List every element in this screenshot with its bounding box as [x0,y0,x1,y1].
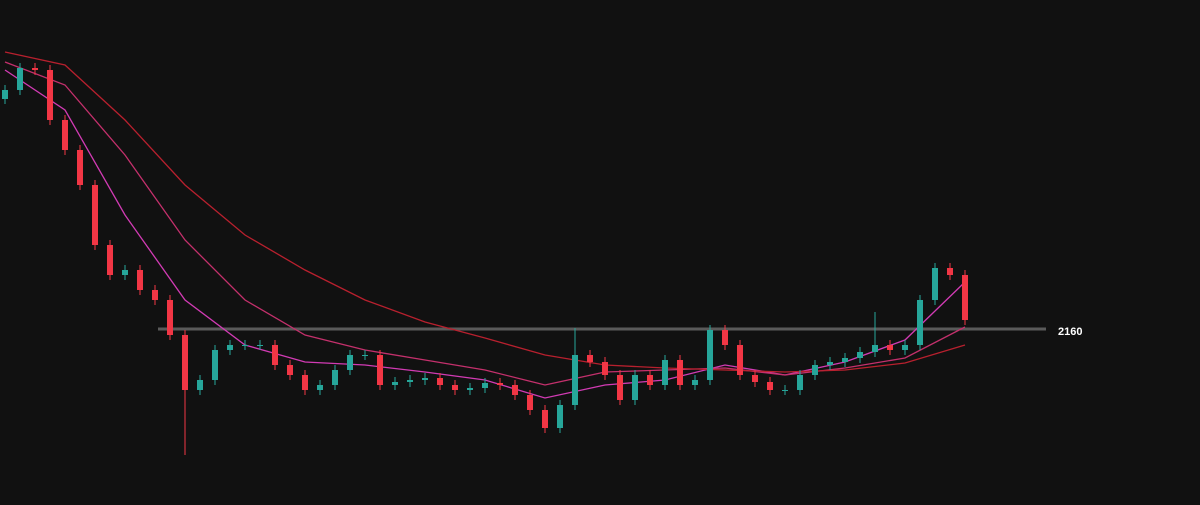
candle-body [92,185,98,245]
candle-body [677,360,683,385]
candle-body [707,330,713,380]
candle-body [737,345,743,375]
candle-body [527,395,533,410]
candle-body [887,345,893,350]
candle-body [317,385,323,390]
candle-body [812,365,818,375]
candle-body [137,270,143,290]
candle-body [167,300,173,335]
candle-body [587,355,593,362]
candle-body [242,345,248,346]
candle-body [482,383,488,388]
candle-body [212,350,218,380]
candle-body [467,388,473,390]
candle-body [647,375,653,385]
candle-body [2,90,8,99]
candle-body [77,150,83,185]
candle-body [602,362,608,375]
moving-average-line [4,61,966,386]
candle-body [767,382,773,390]
candle-body [437,378,443,385]
candle-body [632,375,638,400]
candle-body [542,410,548,428]
candle-body [872,345,878,352]
level-label: 2160 [1058,326,1082,338]
candle-body [962,275,968,320]
moving-average-line [4,69,966,399]
candle-body [662,360,668,385]
candle-body [497,383,503,385]
candle-body [227,345,233,350]
candle-body [152,290,158,300]
candle-body [332,370,338,385]
candle-body [107,245,113,275]
candle-body [722,330,728,345]
candle-body [197,380,203,390]
candle-body [17,68,23,90]
candle-body [32,68,38,70]
candle-body [287,365,293,375]
candle-body [947,268,953,275]
candle-body [797,375,803,390]
candle-body [182,335,188,390]
candle-body [47,70,53,120]
candle-body [572,355,578,405]
candle-body [452,385,458,390]
candle-body [902,345,908,350]
candle-body [272,345,278,365]
candle-body [122,270,128,275]
candle-body [857,352,863,358]
candle-body [407,380,413,382]
candle-body [617,375,623,400]
candle-body [557,405,563,428]
moving-average-line [4,51,966,373]
candle-body [827,362,833,365]
candle-body [302,375,308,390]
candle-body [917,300,923,345]
candle-body [422,378,428,380]
candle-body [512,385,518,395]
candle-body [392,382,398,385]
candle-body [362,355,368,356]
candle-body [62,120,68,150]
candle-body [932,268,938,300]
candle-body [257,345,263,346]
candle-body [347,355,353,370]
candle-body [752,375,758,382]
candle-body [692,380,698,385]
candle-body [377,355,383,385]
candle-body [782,390,788,391]
candle-body [842,358,848,362]
